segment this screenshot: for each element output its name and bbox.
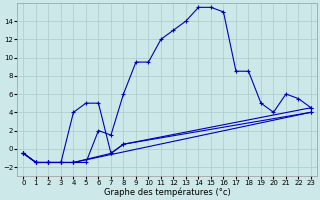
X-axis label: Graphe des températures (°c): Graphe des températures (°c) xyxy=(104,188,231,197)
